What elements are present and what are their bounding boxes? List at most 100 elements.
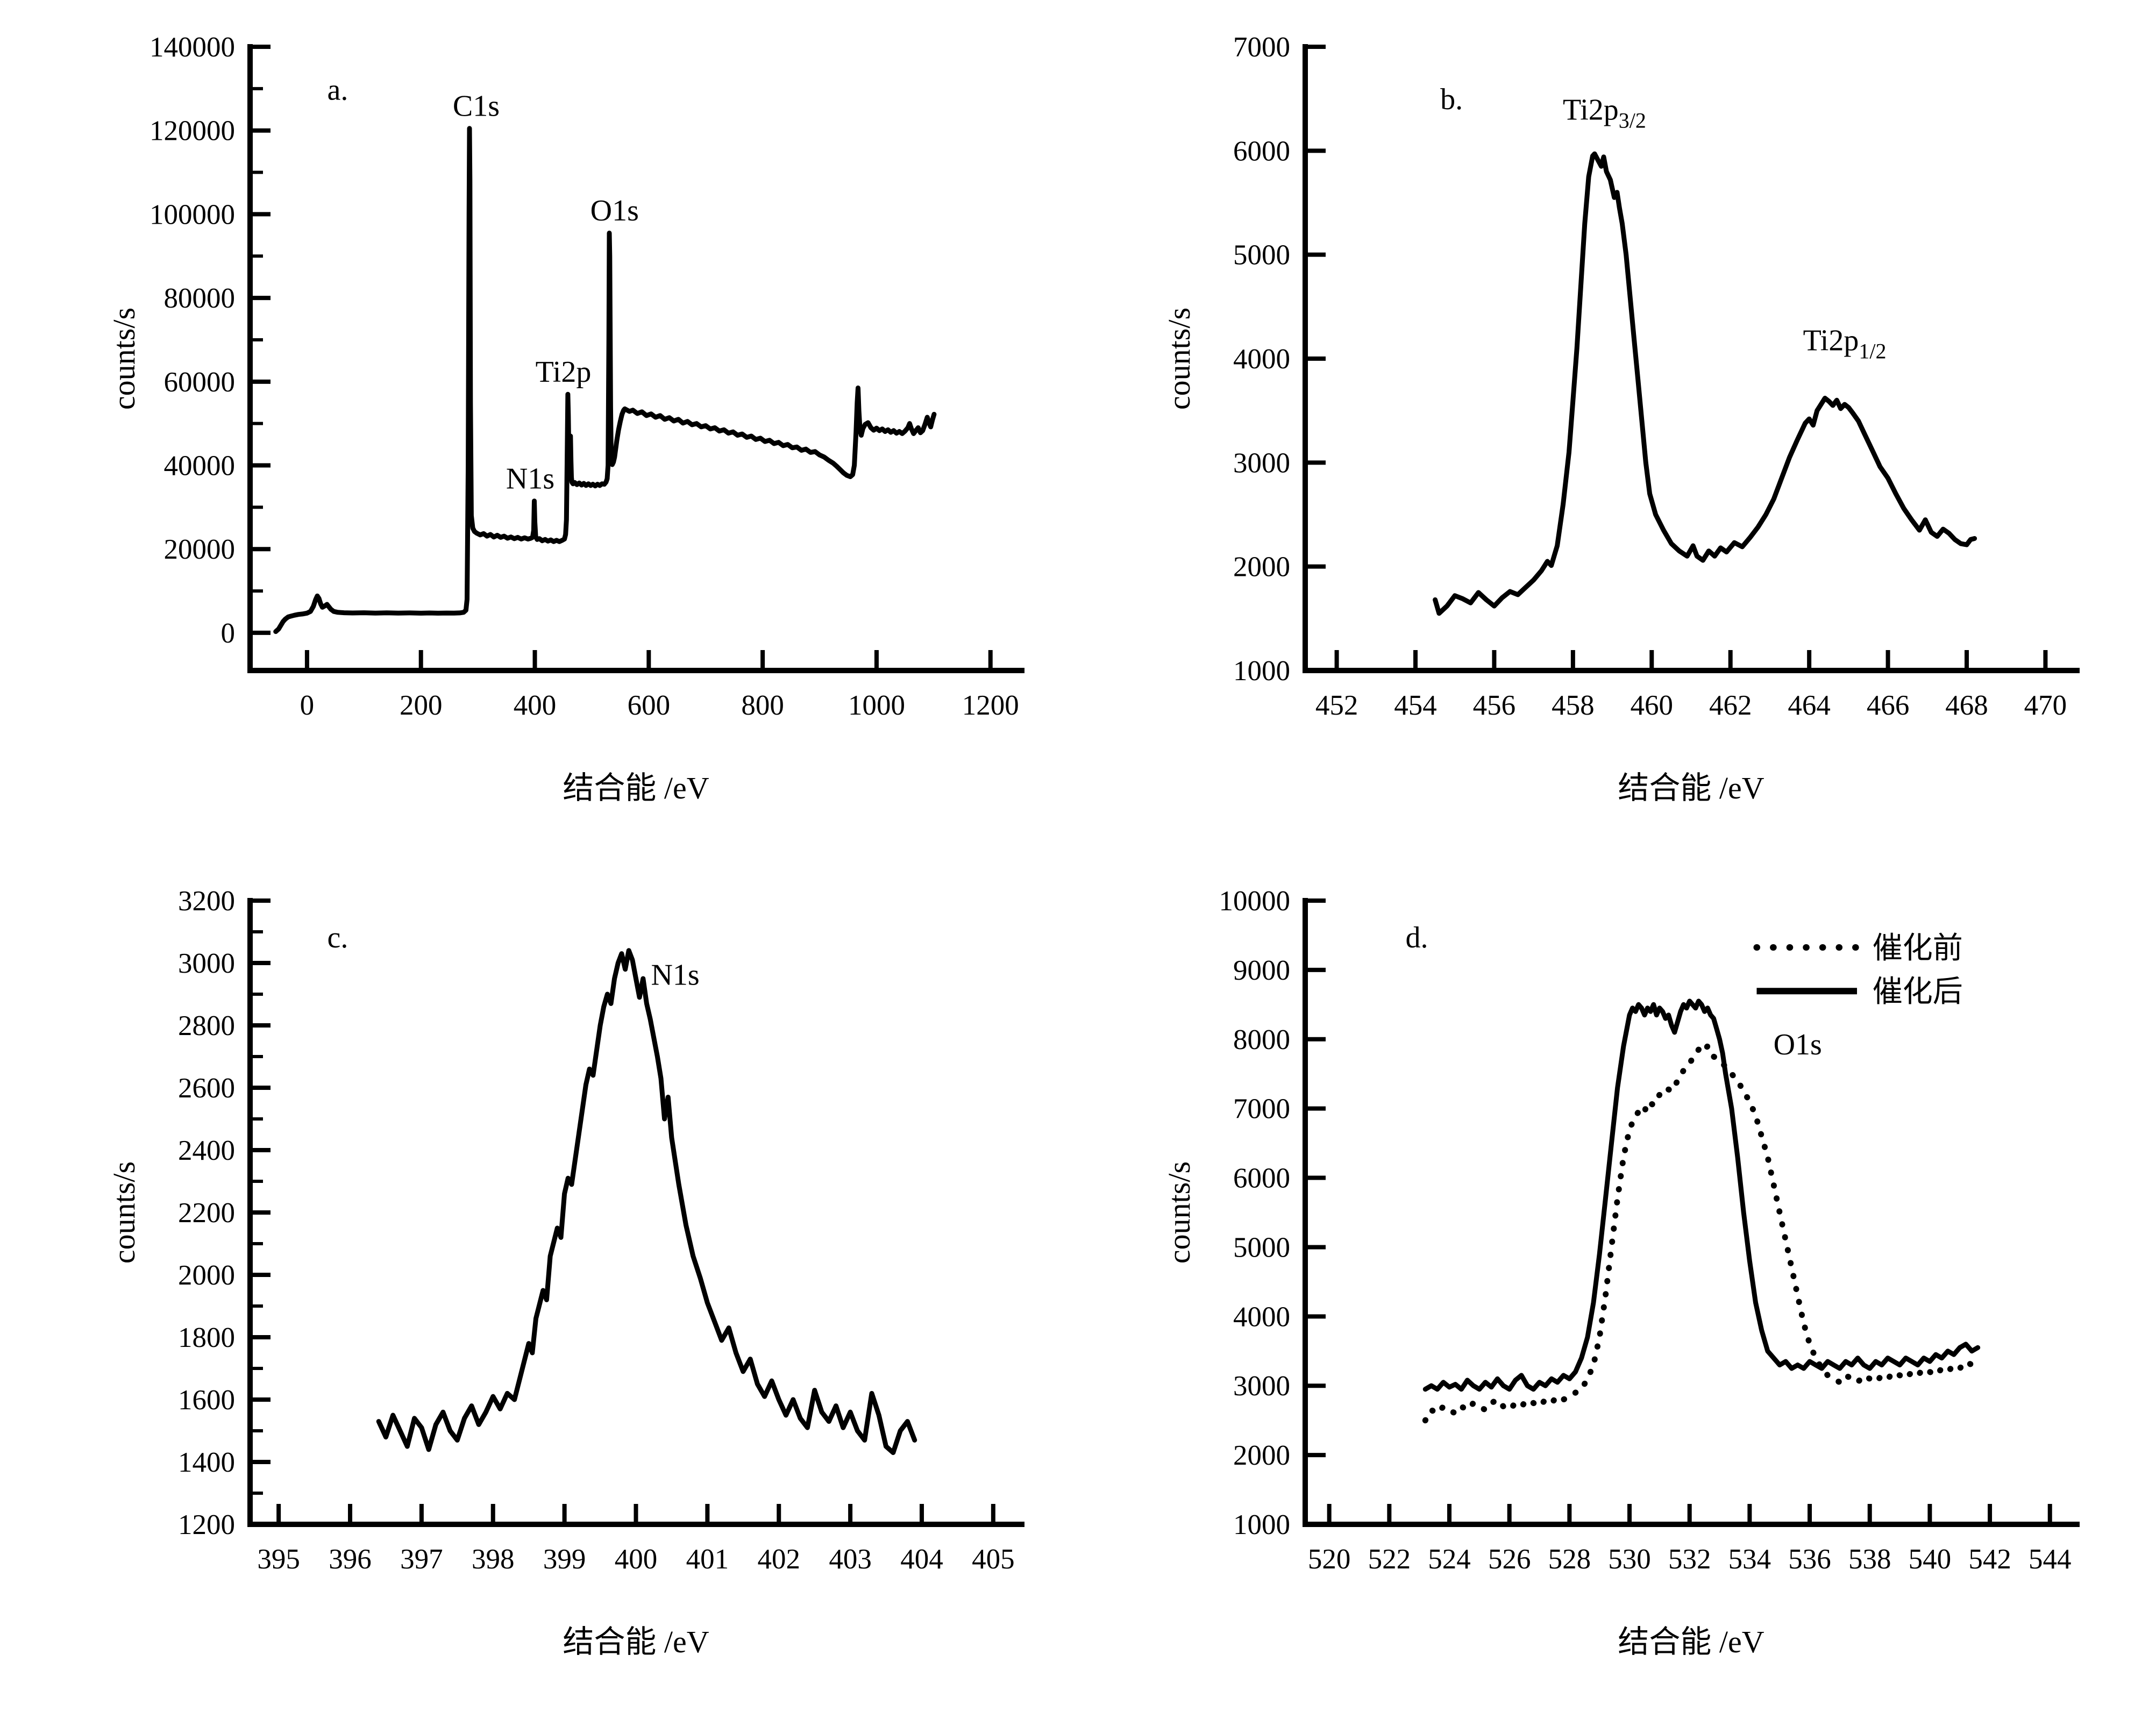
- x-tick-label: 397: [400, 1544, 443, 1575]
- x-tick-label: 470: [2024, 690, 2067, 721]
- y-axis-title: counts/s: [106, 308, 141, 410]
- series-Ti2p: [1433, 151, 1977, 616]
- x-tick-label: 460: [1631, 690, 1674, 721]
- x-tick-label: 399: [543, 1544, 586, 1575]
- x-tick-label: 464: [1788, 690, 1831, 721]
- peak-label: N1s: [506, 462, 554, 495]
- x-axis-title: 结合能 /eV: [563, 771, 709, 805]
- y-tick-label: 2800: [178, 1010, 235, 1042]
- x-tick-label: 528: [1548, 1544, 1591, 1575]
- x-tick-label: 398: [472, 1544, 515, 1575]
- y-tick-label: 7000: [1233, 32, 1290, 63]
- x-tick-label: 540: [1909, 1544, 1952, 1575]
- x-tick-label: 800: [741, 690, 784, 721]
- y-tick-label: 140000: [150, 32, 235, 63]
- x-tick-label: 462: [1709, 690, 1752, 721]
- y-tick-label: 40000: [164, 451, 236, 482]
- x-tick-label: 405: [972, 1544, 1015, 1575]
- peak-label: O1s: [590, 194, 639, 227]
- y-tick-label: 3000: [178, 948, 235, 979]
- x-axis-title: 结合能 /eV: [1618, 771, 1764, 805]
- x-axis-title: 结合能 /eV: [1618, 1624, 1764, 1659]
- panel-c-plot: 395 396 397 398 399 400 401 402 403 404 405 1200 140…: [106, 886, 1024, 1659]
- y-tick-label: 60000: [164, 367, 236, 398]
- panel-letter: d.: [1406, 921, 1428, 954]
- peak-label: Ti2p3/2: [1563, 93, 1646, 132]
- panel-d: 520 522 524 526 528 530 532 534 536 538 540 542 544 1…: [1109, 860, 2120, 1691]
- x-tick-label: 520: [1308, 1544, 1351, 1575]
- peak-label: Ti2p: [536, 355, 592, 389]
- peak-label: N1s: [651, 959, 699, 992]
- x-tick-label: 404: [900, 1544, 943, 1575]
- y-tick-label: 2200: [178, 1197, 235, 1229]
- x-tick-label: 403: [829, 1544, 872, 1575]
- panel-letter: a.: [328, 74, 348, 107]
- legend-label: 催化前: [1873, 932, 1963, 965]
- x-tick-label: 466: [1867, 690, 1910, 721]
- panel-b-plot: 452 454 456 458 460 462 464 466 468 470 1000 2000 30…: [1162, 32, 2080, 805]
- panel-letter: c.: [328, 921, 348, 954]
- x-tick-label: 600: [628, 690, 671, 721]
- x-tick-label: 395: [257, 1544, 300, 1575]
- series-survey: [273, 126, 937, 634]
- peak-label: Ti2p1/2: [1803, 324, 1887, 363]
- x-tick-label: 456: [1473, 690, 1516, 721]
- legend-label: 催化后: [1873, 975, 1963, 1009]
- y-tick-label: 8000: [1233, 1024, 1290, 1055]
- y-tick-label: 1000: [1233, 1509, 1290, 1540]
- x-tick-label: 454: [1394, 690, 1437, 721]
- y-tick-label: 4000: [1233, 1301, 1290, 1332]
- y-tick-label: 2400: [178, 1135, 235, 1166]
- x-tick-label: 530: [1608, 1544, 1651, 1575]
- y-axis-title: counts/s: [106, 1161, 141, 1264]
- y-tick-label: 2000: [1233, 552, 1290, 583]
- y-tick-label: 5000: [1233, 1232, 1290, 1263]
- y-tick-label: 3200: [178, 886, 235, 917]
- x-tick-label: 402: [757, 1544, 800, 1575]
- x-tick-label: 534: [1728, 1544, 1771, 1575]
- series-N1s: [376, 948, 917, 1456]
- y-tick-label: 1800: [178, 1322, 235, 1353]
- peak-label: C1s: [453, 89, 500, 123]
- y-axis-title: counts/s: [1162, 1161, 1197, 1264]
- x-tick-label: 524: [1428, 1544, 1471, 1575]
- y-tick-label: 80000: [164, 283, 236, 314]
- y-tick-label: 1400: [178, 1447, 235, 1478]
- y-tick-label: 0: [221, 618, 236, 649]
- x-tick-label: 536: [1788, 1544, 1831, 1575]
- y-tick-label: 100000: [150, 199, 235, 230]
- x-tick-label: 400: [514, 690, 556, 721]
- y-tick-label: 1000: [1233, 655, 1290, 687]
- x-tick-label: 458: [1552, 690, 1595, 721]
- x-tick-label: 532: [1668, 1544, 1711, 1575]
- panel-a-plot: 0 200 400 600 800 1000 1200 0 20000 40000 60000 800…: [106, 32, 1024, 805]
- y-tick-label: 2000: [1233, 1440, 1290, 1471]
- x-tick-label: 522: [1368, 1544, 1411, 1575]
- x-tick-label: 544: [2029, 1544, 2072, 1575]
- x-tick-label: 542: [1968, 1544, 2011, 1575]
- y-tick-label: 3000: [1233, 447, 1290, 479]
- panel-letter: b.: [1440, 83, 1463, 116]
- y-tick-label: 120000: [150, 116, 235, 147]
- x-tick-label: 538: [1848, 1544, 1891, 1575]
- y-tick-label: 1200: [178, 1509, 235, 1540]
- y-tick-label: 9000: [1233, 955, 1290, 986]
- x-tick-label: 400: [615, 1544, 658, 1575]
- x-tick-label: 401: [686, 1544, 729, 1575]
- x-tick-label: 1200: [962, 690, 1019, 721]
- panel-a: 0 200 400 600 800 1000 1200 0 20000 40000 60000 800…: [54, 6, 1065, 837]
- y-tick-label: 2600: [178, 1073, 235, 1104]
- x-tick-label: 200: [400, 690, 443, 721]
- y-tick-label: 3000: [1233, 1371, 1290, 1402]
- x-tick-label: 468: [1945, 690, 1988, 721]
- y-tick-label: 5000: [1233, 240, 1290, 271]
- panel-c: 395 396 397 398 399 400 401 402 403 404 405 1200 140…: [54, 860, 1065, 1691]
- panel-b: 452 454 456 458 460 462 464 466 468 470 1000 2000 30…: [1109, 6, 2120, 837]
- x-tick-label: 1000: [848, 690, 905, 721]
- y-tick-label: 20000: [164, 534, 236, 565]
- y-tick-label: 6000: [1233, 135, 1290, 167]
- y-axis-title: counts/s: [1162, 308, 1197, 410]
- panel-d-plot: 520 522 524 526 528 530 532 534 536 538 540 542 544 1…: [1162, 886, 2080, 1659]
- x-tick-label: 0: [300, 690, 315, 721]
